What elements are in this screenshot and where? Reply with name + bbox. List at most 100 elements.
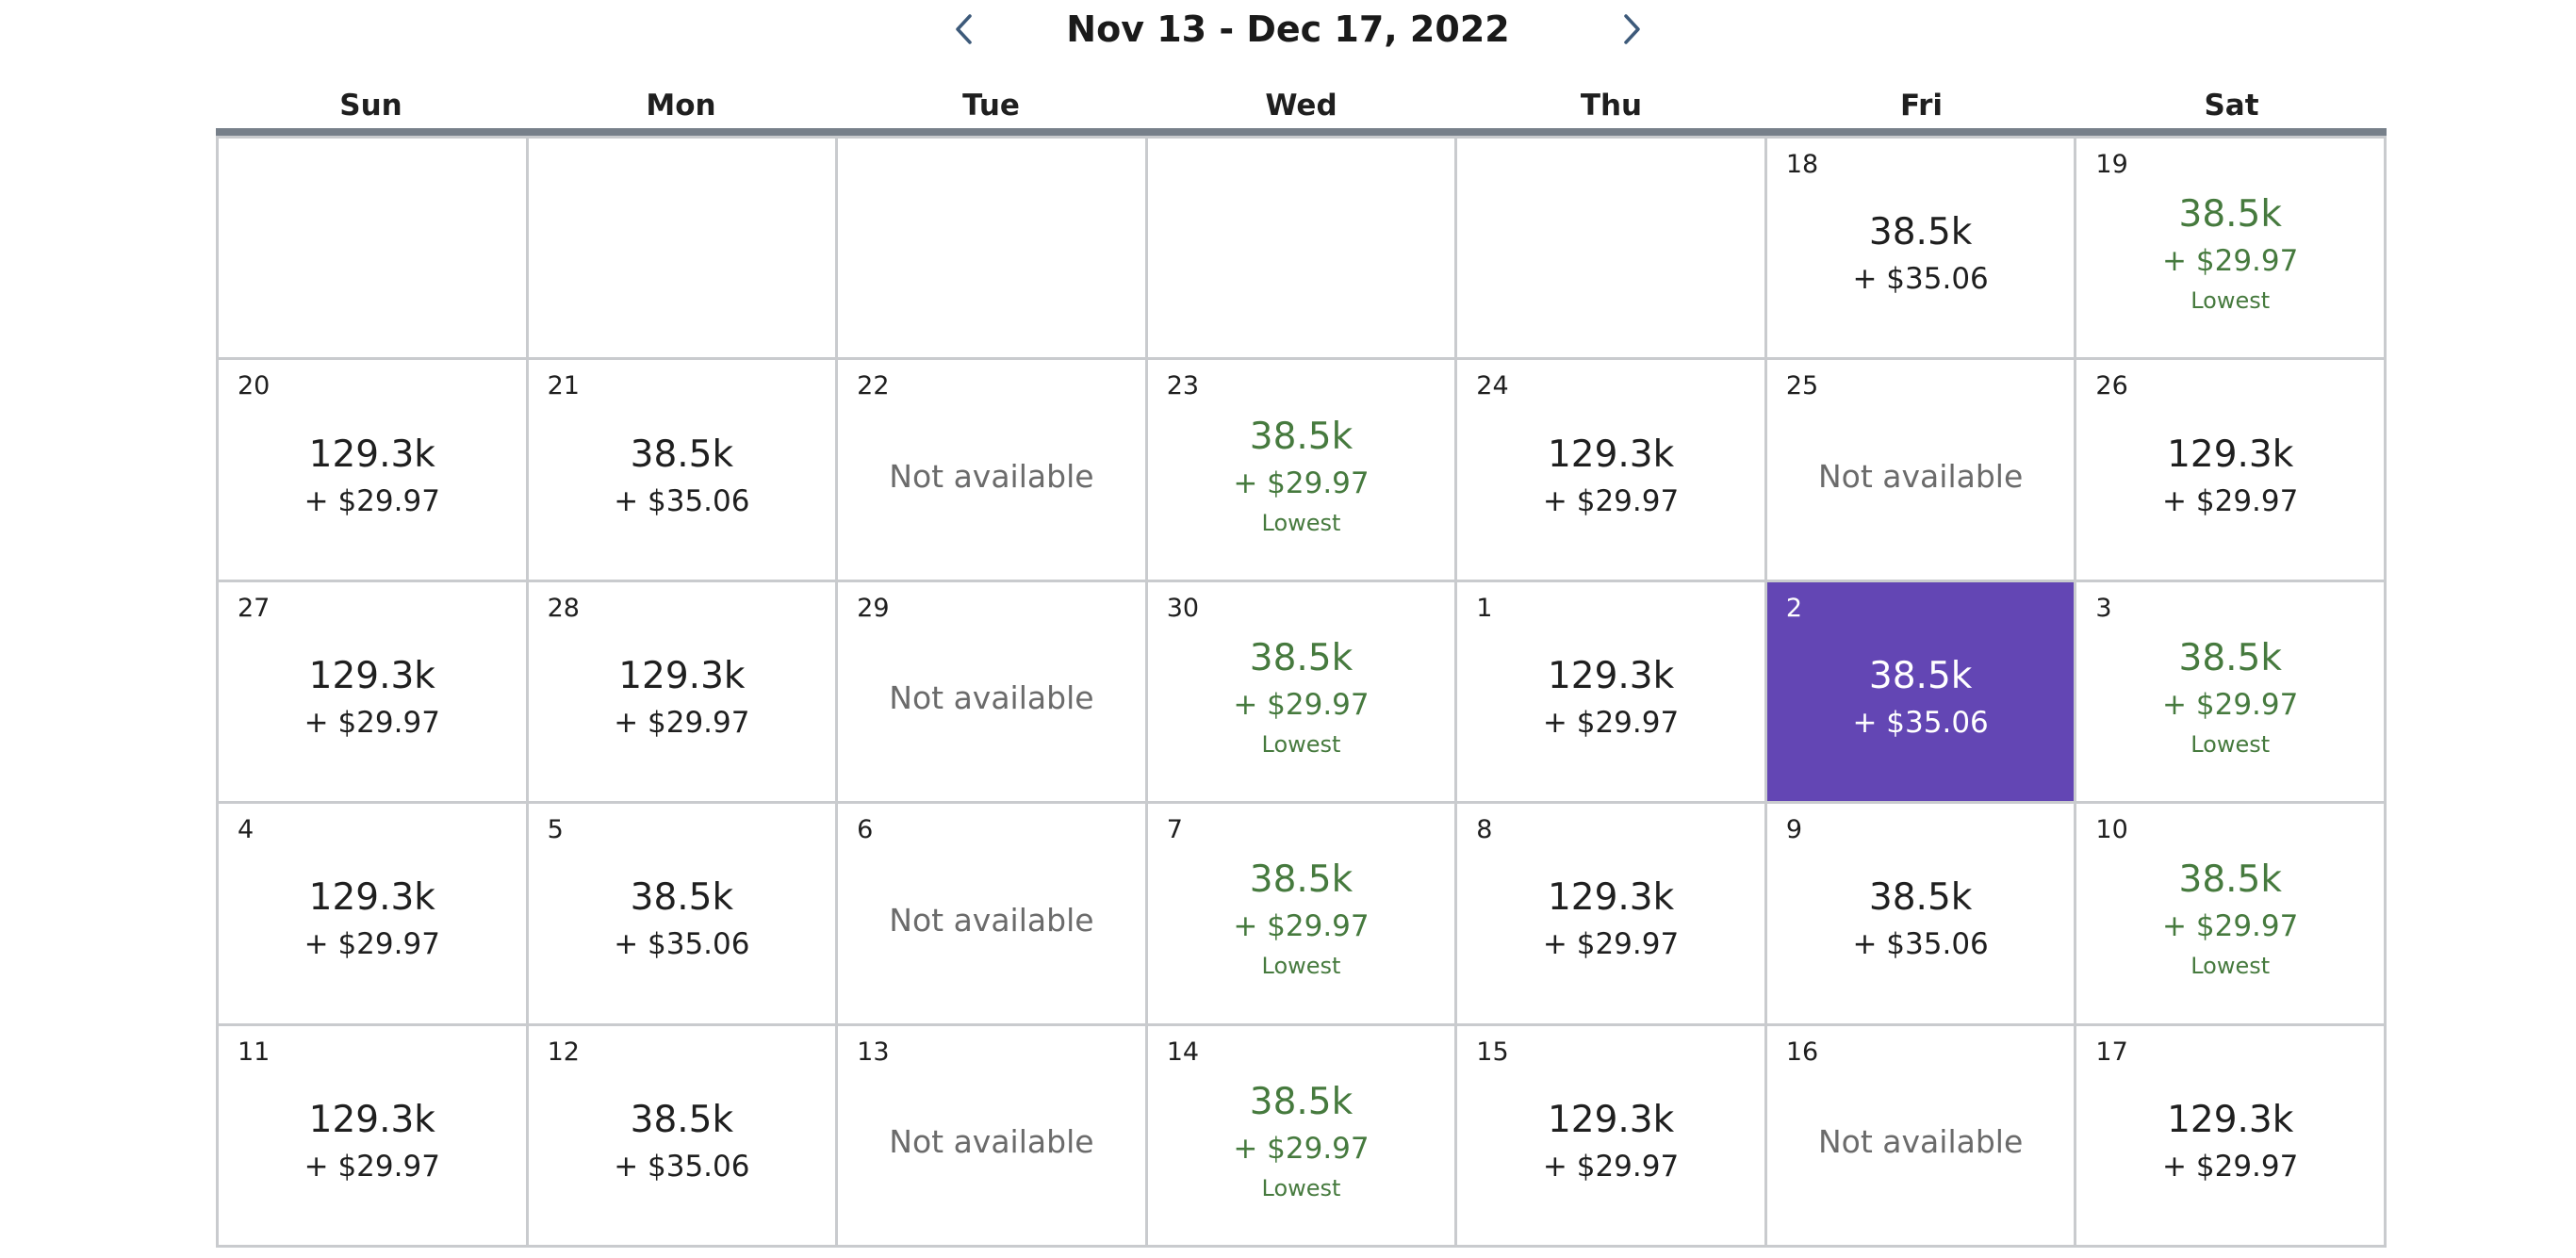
day-number: 22 bbox=[857, 371, 890, 401]
fare-content: 129.3k + $29.97 bbox=[219, 1026, 526, 1245]
points-price: 129.3k bbox=[308, 433, 435, 476]
day-number: 5 bbox=[547, 815, 564, 845]
calendar-day-cell[interactable]: 2 38.5k + $35.06 bbox=[1766, 579, 2077, 802]
cash-fee: + $29.97 bbox=[2162, 244, 2299, 279]
day-number: 1 bbox=[1476, 593, 1493, 623]
cash-fee: + $29.97 bbox=[304, 927, 440, 962]
fare-content: Not available bbox=[1767, 360, 2075, 579]
cash-fee: + $29.97 bbox=[1233, 909, 1370, 944]
calendar-day-cell[interactable]: 19 38.5k + $29.97 Lowest bbox=[2076, 136, 2387, 358]
calendar-cell-empty bbox=[528, 136, 839, 358]
day-number: 29 bbox=[857, 593, 890, 623]
cash-fee: + $35.06 bbox=[1852, 927, 1989, 962]
calendar-day-cell[interactable]: 3 38.5k + $29.97 Lowest bbox=[2076, 579, 2387, 802]
points-price: 38.5k bbox=[1249, 1080, 1354, 1123]
points-price: 38.5k bbox=[630, 1098, 734, 1141]
day-number: 21 bbox=[547, 371, 580, 401]
day-number: 12 bbox=[547, 1037, 580, 1067]
day-number: 23 bbox=[1166, 371, 1200, 401]
cash-fee: + $35.06 bbox=[614, 927, 750, 962]
day-number: 19 bbox=[2095, 150, 2128, 179]
day-number: 3 bbox=[2095, 593, 2112, 623]
calendar-day-cell: 22 Not available bbox=[838, 357, 1148, 580]
calendar-day-cell[interactable]: 24 129.3k + $29.97 bbox=[1457, 357, 1767, 580]
cash-fee: + $29.97 bbox=[1233, 687, 1370, 722]
day-number: 14 bbox=[1166, 1037, 1200, 1067]
calendar-cell-empty bbox=[838, 136, 1148, 358]
calendar-day-cell[interactable]: 1 129.3k + $29.97 bbox=[1457, 579, 1767, 802]
lowest-fare-label: Lowest bbox=[2190, 287, 2271, 315]
cash-fee: + $29.97 bbox=[304, 483, 440, 518]
day-number: 9 bbox=[1785, 815, 1803, 845]
calendar-day-cell[interactable]: 21 38.5k + $35.06 bbox=[528, 357, 839, 580]
not-available-label: Not available bbox=[889, 458, 1094, 496]
calendar-day-cell[interactable]: 9 38.5k + $35.06 bbox=[1766, 801, 2077, 1023]
cash-fee: + $29.97 bbox=[1542, 927, 1680, 962]
calendar-day-cell[interactable]: 23 38.5k + $29.97 Lowest bbox=[1147, 357, 1458, 580]
calendar-cell-empty bbox=[1457, 136, 1767, 358]
calendar-day-cell[interactable]: 17 129.3k + $29.97 bbox=[2076, 1022, 2387, 1245]
cash-fee: + $29.97 bbox=[2162, 1149, 2299, 1184]
calendar-day-cell[interactable]: 7 38.5k + $29.97 Lowest bbox=[1147, 801, 1458, 1023]
calendar-day-cell: 6 Not available bbox=[838, 801, 1148, 1023]
calendar-day-cell[interactable]: 14 38.5k + $29.97 Lowest bbox=[1147, 1022, 1458, 1245]
day-number: 17 bbox=[2095, 1037, 2128, 1067]
cash-fee: + $29.97 bbox=[304, 705, 440, 740]
calendar-day-cell[interactable]: 26 129.3k + $29.97 bbox=[2076, 357, 2387, 580]
points-price: 38.5k bbox=[2178, 858, 2282, 902]
fare-content: 38.5k + $29.97 Lowest bbox=[2076, 804, 2384, 1022]
lowest-fare-label: Lowest bbox=[1261, 509, 1341, 536]
calendar-day-cell[interactable]: 20 129.3k + $29.97 bbox=[219, 357, 529, 580]
calendar-day-cell[interactable]: 15 129.3k + $29.97 bbox=[1457, 1022, 1767, 1245]
calendar-day-cell[interactable]: 27 129.3k + $29.97 bbox=[219, 579, 529, 802]
calendar-day-cell[interactable]: 5 38.5k + $35.06 bbox=[528, 801, 839, 1023]
day-number: 27 bbox=[238, 593, 271, 623]
cash-fee: + $35.06 bbox=[1852, 705, 1989, 740]
points-price: 129.3k bbox=[1547, 1098, 1675, 1141]
calendar-day-cell[interactable]: 4 129.3k + $29.97 bbox=[219, 801, 529, 1023]
day-number: 6 bbox=[857, 815, 874, 845]
points-price: 129.3k bbox=[1547, 433, 1675, 476]
calendar-day-cell[interactable]: 28 129.3k + $29.97 bbox=[528, 579, 839, 802]
calendar-day-cell[interactable]: 10 38.5k + $29.97 Lowest bbox=[2076, 801, 2387, 1023]
lowest-fare-label: Lowest bbox=[2190, 953, 2271, 980]
fare-content: 38.5k + $29.97 Lowest bbox=[2076, 139, 2384, 357]
points-price: 129.3k bbox=[308, 1098, 435, 1141]
not-available-label: Not available bbox=[889, 679, 1094, 717]
fare-content: 38.5k + $35.06 bbox=[529, 804, 836, 1022]
calendar-day-cell: 29 Not available bbox=[838, 579, 1148, 802]
previous-range-button[interactable] bbox=[941, 6, 988, 53]
points-price: 38.5k bbox=[1249, 636, 1354, 679]
fare-content: Not available bbox=[838, 360, 1145, 579]
lowest-fare-label: Lowest bbox=[1261, 730, 1341, 758]
fare-content: 38.5k + $29.97 Lowest bbox=[1148, 360, 1455, 579]
points-price: 38.5k bbox=[1249, 415, 1354, 458]
cash-fee: + $29.97 bbox=[1542, 483, 1680, 518]
fare-content: Not available bbox=[838, 1026, 1145, 1245]
chevron-right-icon bbox=[1624, 14, 1640, 44]
day-number: 30 bbox=[1166, 593, 1200, 623]
fare-content: 129.3k + $29.97 bbox=[1457, 582, 1764, 801]
day-number: 11 bbox=[238, 1037, 271, 1067]
fare-content: 38.5k + $35.06 bbox=[1767, 804, 2075, 1022]
day-number: 18 bbox=[1785, 150, 1819, 179]
cash-fee: + $35.06 bbox=[1852, 262, 1989, 297]
fare-content: 38.5k + $35.06 bbox=[529, 1026, 836, 1245]
calendar-header: Nov 13 - Dec 17, 2022 bbox=[0, 0, 2576, 58]
calendar-day-cell[interactable]: 18 38.5k + $35.06 bbox=[1766, 136, 2077, 358]
next-range-button[interactable] bbox=[1608, 6, 1655, 53]
points-price: 129.3k bbox=[2167, 433, 2294, 476]
calendar-day-cell[interactable]: 12 38.5k + $35.06 bbox=[528, 1022, 839, 1245]
weekday-thu: Thu bbox=[1580, 89, 1643, 123]
cash-fee: + $29.97 bbox=[614, 705, 750, 740]
calendar-day-cell[interactable]: 8 129.3k + $29.97 bbox=[1457, 801, 1767, 1023]
fare-content: 129.3k + $29.97 bbox=[1457, 1026, 1764, 1245]
fare-content: 129.3k + $29.97 bbox=[219, 360, 526, 579]
weekday-wed: Wed bbox=[1265, 89, 1337, 123]
points-price: 38.5k bbox=[630, 433, 734, 476]
calendar-day-cell[interactable]: 11 129.3k + $29.97 bbox=[219, 1022, 529, 1245]
weekday-mon: Mon bbox=[646, 89, 716, 123]
weekday-fri: Fri bbox=[1899, 89, 1944, 123]
calendar-day-cell[interactable]: 30 38.5k + $29.97 Lowest bbox=[1147, 579, 1458, 802]
points-price: 38.5k bbox=[1868, 211, 1973, 254]
